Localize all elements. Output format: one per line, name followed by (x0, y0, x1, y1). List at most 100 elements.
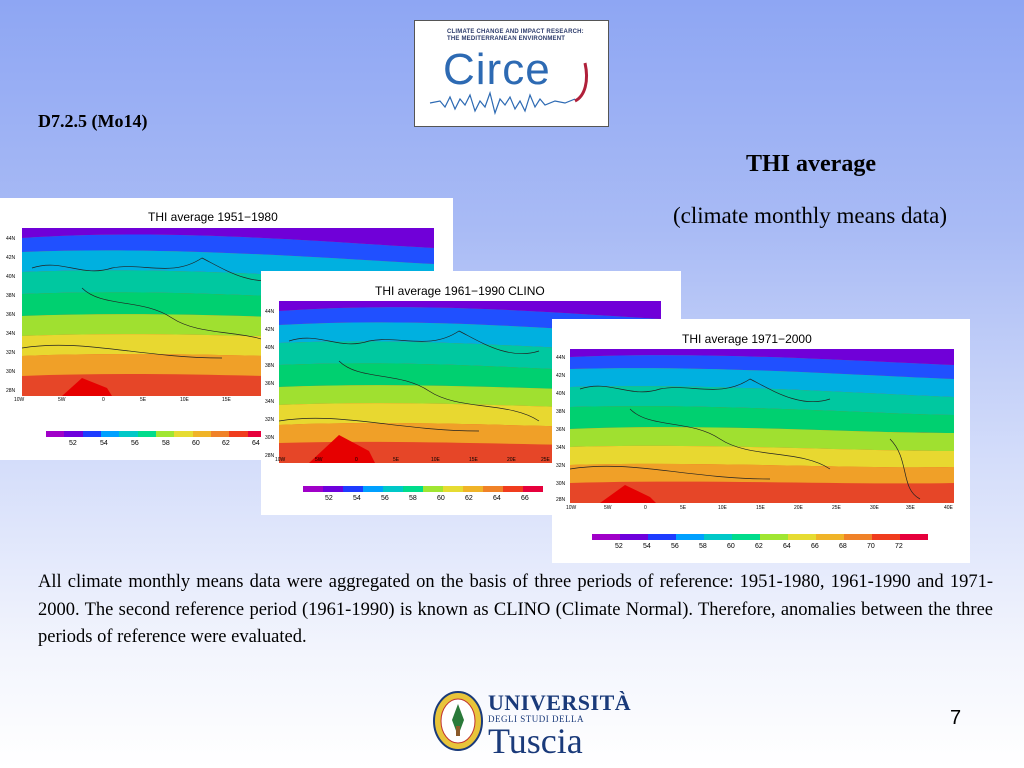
lat-label: 30N (556, 481, 566, 487)
colorbar-label: 64 (493, 495, 501, 502)
colorbar-swatch (872, 534, 900, 540)
thi-map (570, 349, 954, 503)
colorbar-swatch (760, 534, 788, 540)
lon-label: 20E (507, 457, 516, 463)
lat-label: 38N (6, 293, 16, 299)
colorbar-label: 70 (867, 543, 875, 550)
colorbar-swatch (732, 534, 760, 540)
colorbar-label: 56 (381, 495, 389, 502)
colorbar-swatch (82, 431, 101, 437)
colorbar-label: 66 (521, 495, 529, 502)
colorbar-label: 56 (671, 543, 679, 550)
lon-label: 10W (566, 505, 577, 511)
lat-label: 44N (556, 355, 566, 361)
lon-label: 0 (644, 505, 647, 511)
lon-label: 15E (469, 457, 478, 463)
lat-label: 40N (6, 274, 16, 280)
lat-label: 28N (265, 453, 275, 459)
lon-label: 25E (541, 457, 550, 463)
colorbar-swatch (503, 486, 523, 492)
slide-title: THI average (746, 151, 876, 177)
colorbar-label: 60 (192, 440, 200, 447)
lat-label: 36N (556, 427, 566, 433)
body-paragraph: All climate monthly means data were aggr… (38, 572, 993, 647)
circe-logo: CLIMATE CHANGE AND IMPACT RESEARCH: THE … (414, 20, 609, 127)
colorbar-label: 64 (252, 440, 260, 447)
lon-label: 25E (832, 505, 841, 511)
circe-wave-icon (429, 62, 589, 116)
lon-label: 30E (870, 505, 879, 511)
lat-label: 40N (265, 345, 275, 351)
colorbar-swatch (900, 534, 928, 540)
circe-tagline-line2: THE MEDITERRANEAN ENVIRONMENT (447, 36, 566, 42)
lat-label: 32N (6, 350, 16, 356)
colorbar-swatch (620, 534, 648, 540)
colorbar-swatch (210, 431, 230, 437)
colorbar-swatch (676, 534, 704, 540)
lon-label: 35E (906, 505, 915, 511)
colorbar-label: 62 (222, 440, 230, 447)
colorbar-swatch (119, 431, 138, 437)
slide-subtitle: (climate monthly means data) (673, 203, 947, 228)
lat-label: 38N (265, 363, 275, 369)
map-title: THI average 1951−1980 (148, 210, 278, 224)
colorbar-label: 58 (699, 543, 707, 550)
circe-tagline-line1: CLIMATE CHANGE AND IMPACT RESEARCH: (447, 29, 584, 35)
map-panel-1971-2000: THI average 1971−2000 44N 42N 40N 38N 36… (552, 319, 970, 563)
colorbar-swatch (192, 431, 211, 437)
colorbar-label: 58 (162, 440, 170, 447)
lat-label: 44N (6, 236, 16, 242)
lat-label: 40N (556, 391, 566, 397)
lon-label: 5W (604, 505, 612, 511)
lon-label: 0 (102, 397, 105, 403)
colorbar-label: 66 (811, 543, 819, 550)
colorbar-swatch (363, 486, 383, 492)
lat-label: 42N (6, 255, 16, 261)
circe-tagline: CLIMATE CHANGE AND IMPACT RESEARCH: THE … (447, 29, 584, 43)
colorbar-swatch (323, 486, 343, 492)
lat-label: 38N (556, 409, 566, 415)
lat-label: 34N (556, 445, 566, 451)
university-logo: UNIVERSITÀ DEGLI STUDI DELLA Tuscia (432, 690, 631, 761)
map-title: THI average 1971−2000 (682, 332, 812, 346)
lon-label: 5W (315, 457, 323, 463)
lat-label: 32N (556, 463, 566, 469)
colorbar-label: 62 (755, 543, 763, 550)
colorbar-swatch (343, 486, 363, 492)
lat-label: 30N (6, 369, 16, 375)
colorbar-swatch (247, 431, 266, 437)
colorbar-swatch (523, 486, 543, 492)
colorbar-swatch (844, 534, 872, 540)
colorbar-swatch (303, 486, 323, 492)
university-title: UNIVERSITÀ (488, 690, 632, 715)
colorbar-label: 72 (895, 543, 903, 550)
colorbar-swatch (174, 431, 193, 437)
colorbar-label: 56 (131, 440, 139, 447)
lat-label: 32N (265, 417, 275, 423)
lat-label: 28N (6, 388, 16, 394)
colorbar-label: 52 (69, 440, 77, 447)
colorbar-swatch (483, 486, 503, 492)
lat-label: 42N (265, 327, 275, 333)
map-title: THI average 1961−1990 CLINO (375, 284, 545, 298)
colorbar-label: 58 (409, 495, 417, 502)
lat-label: 44N (265, 309, 275, 315)
lon-label: 5W (58, 397, 66, 403)
colorbar (592, 534, 928, 540)
lat-label: 36N (265, 381, 275, 387)
colorbar-swatch (137, 431, 156, 437)
colorbar-label: 60 (727, 543, 735, 550)
colorbar (46, 431, 266, 437)
colorbar-swatch (788, 534, 816, 540)
deliverable-code: D7.2.5 (Mo14) (38, 111, 148, 131)
colorbar-swatch (423, 486, 443, 492)
lon-label: 10W (275, 457, 286, 463)
colorbar-swatch (443, 486, 463, 492)
colorbar-swatch (592, 534, 620, 540)
lon-label: 15E (222, 397, 231, 403)
colorbar-swatch (155, 431, 175, 437)
lon-label: 5E (680, 505, 687, 511)
colorbar-swatch (816, 534, 844, 540)
university-name: Tuscia (488, 721, 583, 761)
lon-label: 40E (944, 505, 953, 511)
